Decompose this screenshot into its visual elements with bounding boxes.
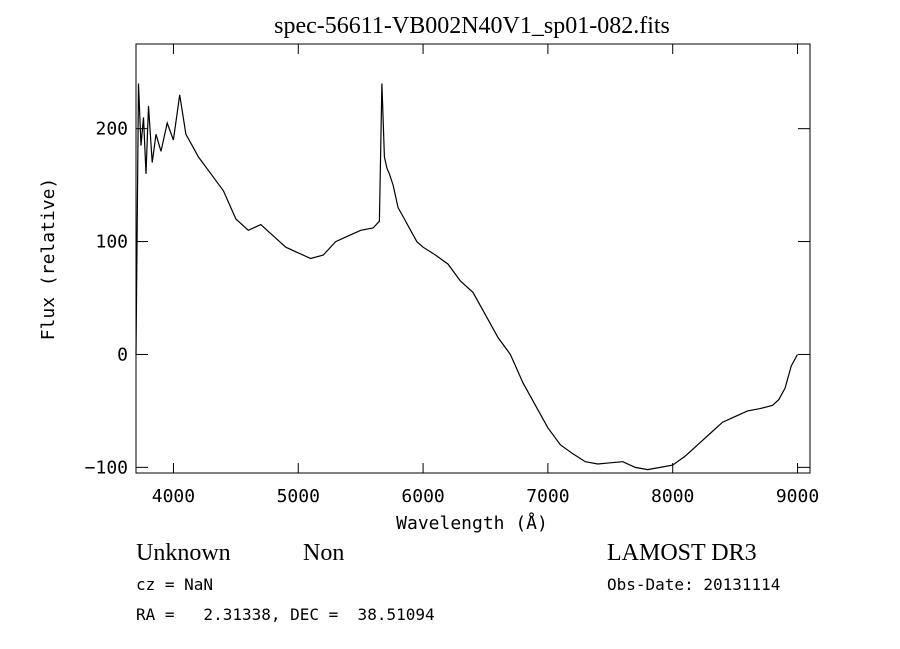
x-tick-label: 7000 bbox=[526, 486, 569, 507]
object-class-label: Unknown bbox=[136, 540, 231, 566]
x-tick-label: 9000 bbox=[776, 486, 819, 507]
x-tick-label: 4000 bbox=[152, 486, 195, 507]
obs-date-label: Obs-Date: 20131114 bbox=[607, 575, 780, 594]
cz-label: cz = NaN bbox=[136, 575, 213, 594]
coords-label: RA = 2.31338, DEC = 38.51094 bbox=[136, 605, 435, 624]
x-tick-label: 8000 bbox=[651, 486, 694, 507]
x-tick-label: 6000 bbox=[401, 486, 444, 507]
spectrum-series-line bbox=[135, 83, 799, 471]
axis-ticks bbox=[136, 44, 810, 473]
x-tick-label: 5000 bbox=[277, 486, 320, 507]
y-tick-label: −100 bbox=[85, 457, 128, 478]
y-tick-label: 100 bbox=[95, 232, 128, 253]
object-subclass-label: Non bbox=[303, 540, 344, 566]
y-tick-label: 200 bbox=[95, 119, 128, 140]
x-axis-label: Wavelength (Å) bbox=[396, 512, 548, 534]
y-axis-label: Flux (relative) bbox=[38, 178, 59, 341]
survey-label: LAMOST DR3 bbox=[607, 540, 757, 566]
axis-tick-labels: 4000 5000 6000 7000 8000 9000 −100 0 100 200 bbox=[85, 119, 820, 507]
plot-frame bbox=[135, 43, 811, 474]
chart-title: spec-56611-VB002N40V1_sp01-082.fits bbox=[274, 13, 670, 39]
y-tick-label: 0 bbox=[117, 344, 128, 365]
